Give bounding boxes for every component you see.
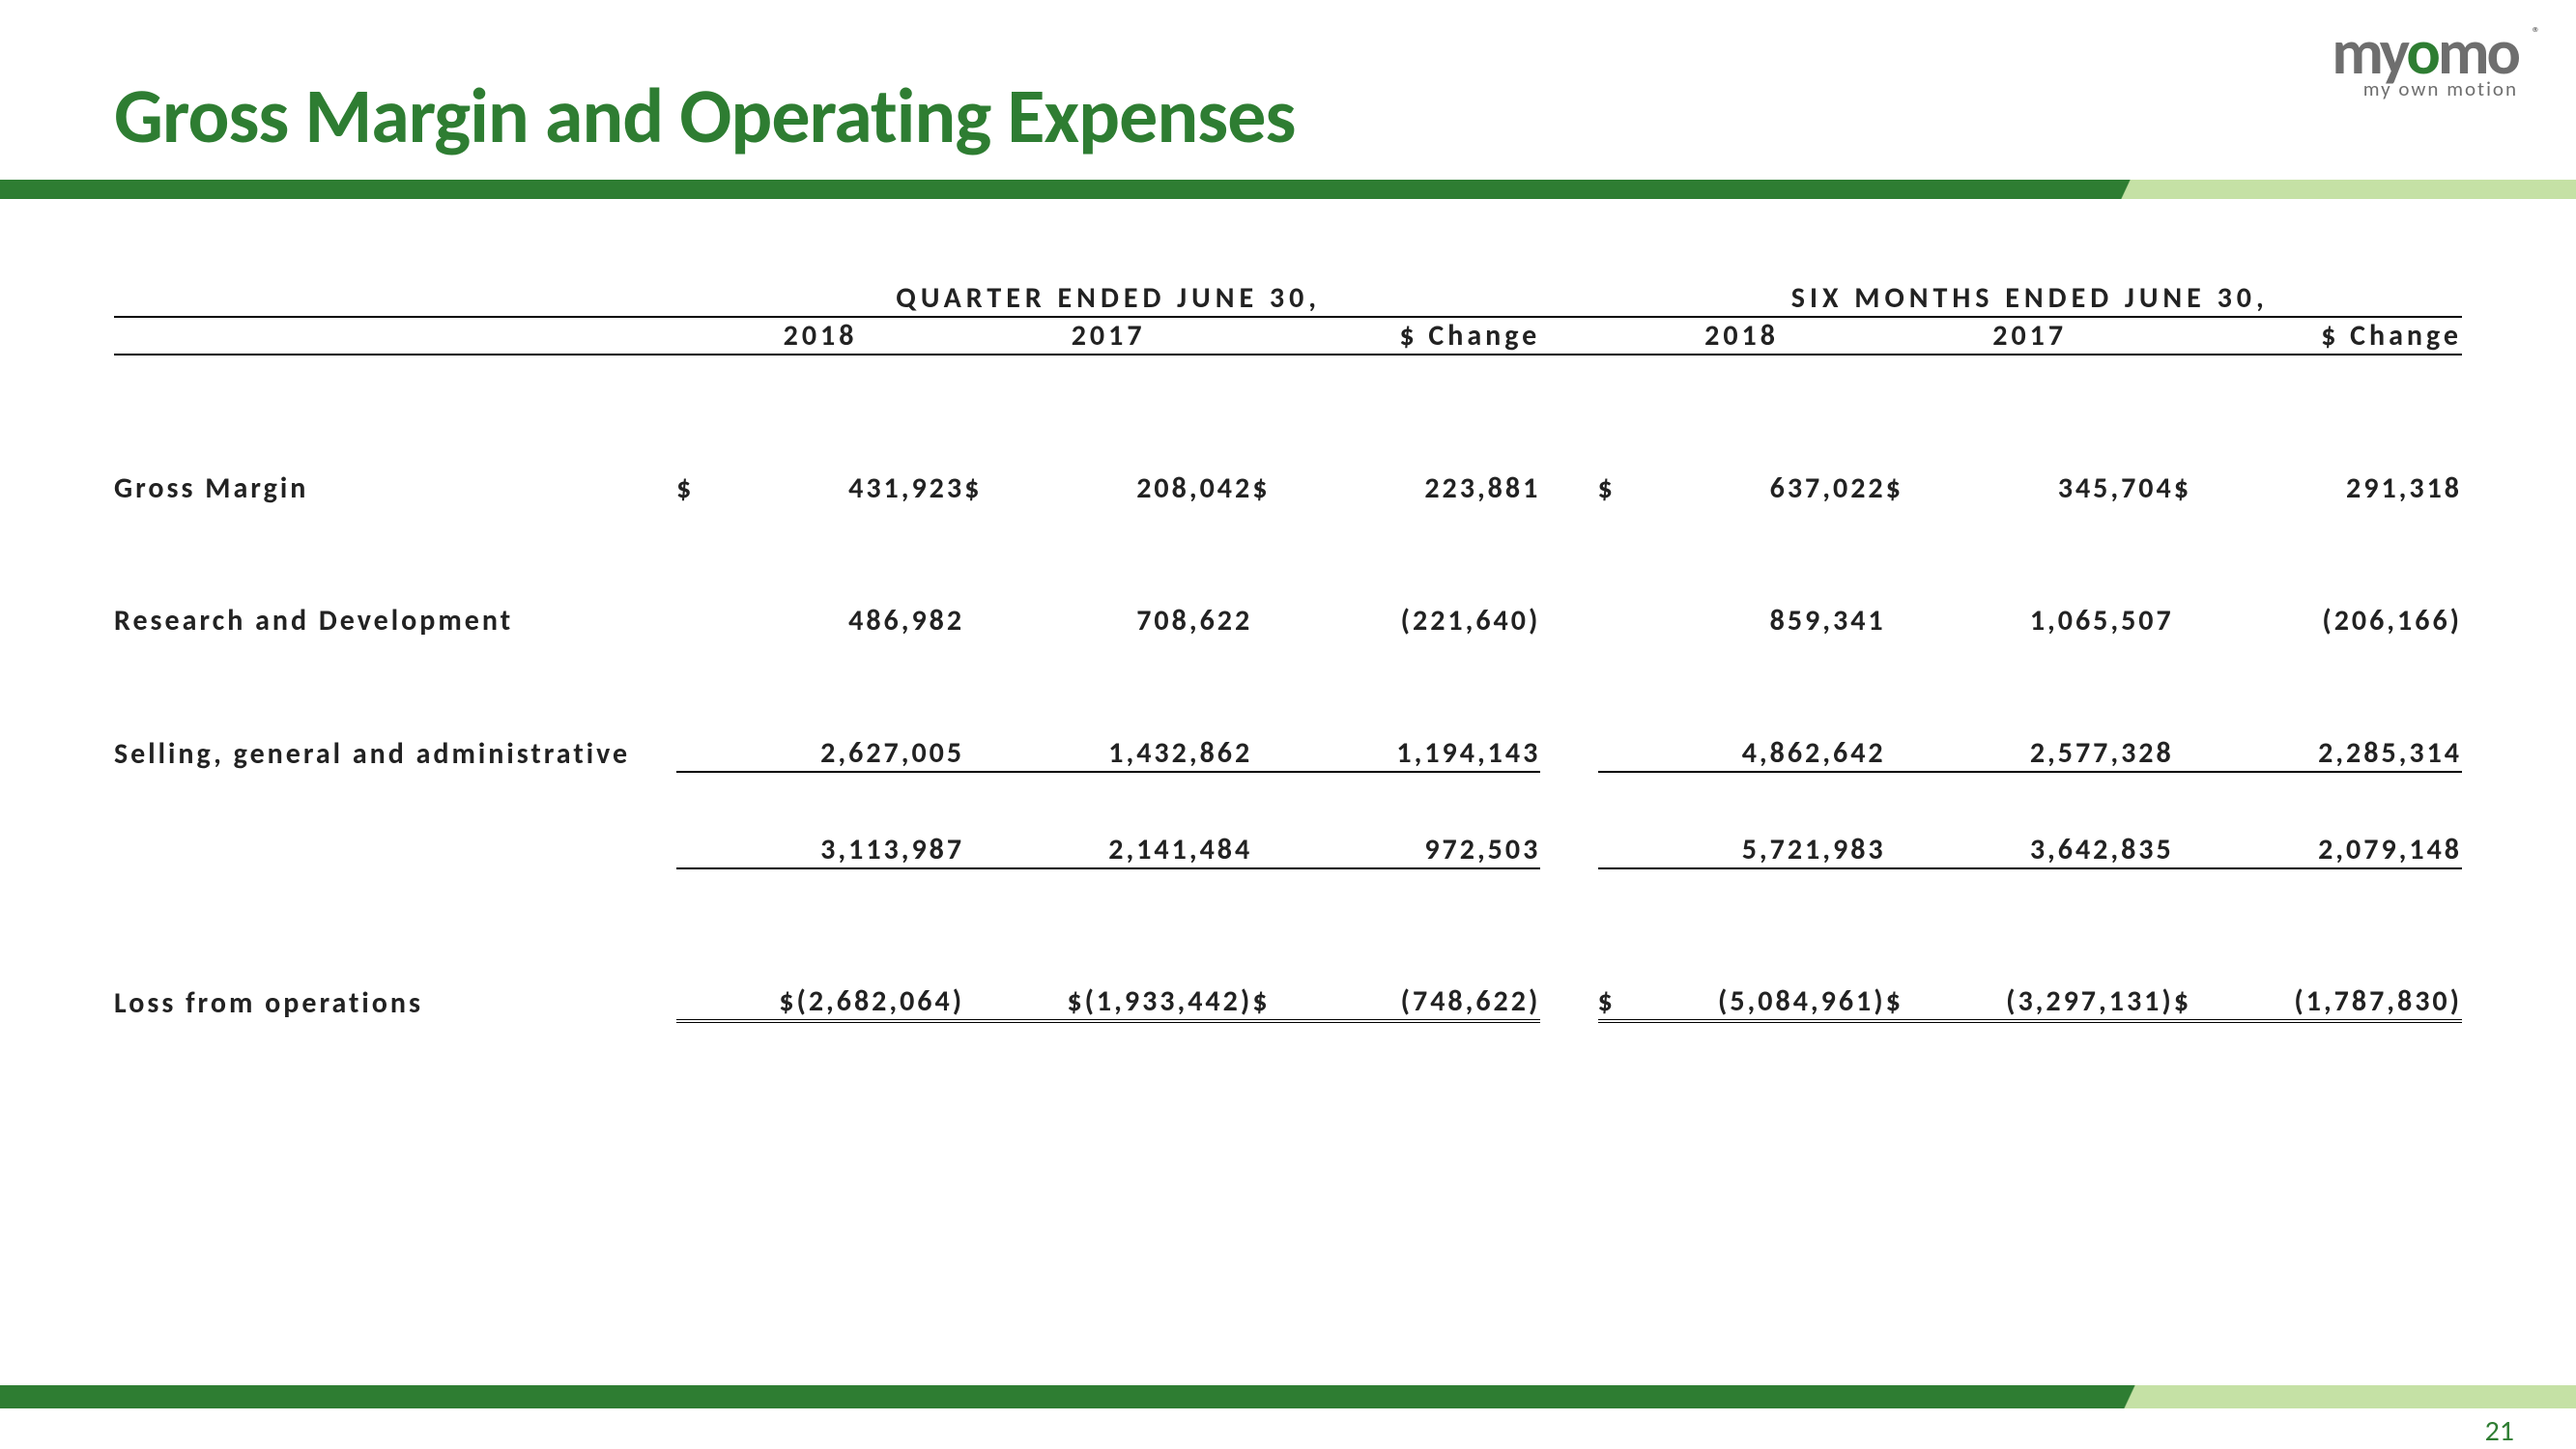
col-s-2017: 2017	[1886, 317, 2174, 355]
logo-wordmark: myomo ®	[2332, 23, 2518, 80]
label-gross-margin: Gross Margin	[114, 470, 676, 506]
row-gross-margin: Gross Margin $431,923 $208,042 $223,881 …	[114, 470, 2462, 506]
header-quarter: QUARTER ENDED JUNE 30,	[676, 280, 1540, 317]
row-sga: Selling, general and administrative 2,62…	[114, 735, 2462, 772]
label-loss-ops: Loss from operations	[114, 983, 676, 1021]
row-loss-ops: Loss from operations $(2,682,064) $(1,93…	[114, 983, 2462, 1021]
label-sga: Selling, general and administrative	[114, 735, 676, 772]
page-title: Gross Margin and Operating Expenses	[114, 70, 1295, 163]
col-q-2017: 2017	[964, 317, 1252, 355]
footer-divider	[0, 1385, 2576, 1408]
label-rd: Research and Development	[114, 603, 676, 639]
col-q-change: $ Change	[1252, 317, 1540, 355]
col-s-change: $ Change	[2174, 317, 2462, 355]
registered-mark: ®	[2533, 27, 2537, 41]
row-opex-subtotal: 3,113,987 2,141,484 972,503 5,721,983 3,…	[114, 832, 2462, 868]
row-rd: Research and Development 486,982 708,622…	[114, 603, 2462, 639]
col-s-2018: 2018	[1598, 317, 1886, 355]
header-divider	[0, 180, 2576, 199]
financial-table: QUARTER ENDED JUNE 30, SIX MONTHS ENDED …	[114, 280, 2462, 1023]
page-number: 21	[2485, 1413, 2514, 1449]
header-six-months: SIX MONTHS ENDED JUNE 30,	[1598, 280, 2463, 317]
brand-logo: myomo ® my own motion	[2332, 23, 2518, 101]
period-header-row: QUARTER ENDED JUNE 30, SIX MONTHS ENDED …	[114, 280, 2462, 317]
col-q-2018: 2018	[676, 317, 964, 355]
year-header-row: 2018 2017 $ Change 2018 2017 $ Change	[114, 317, 2462, 355]
